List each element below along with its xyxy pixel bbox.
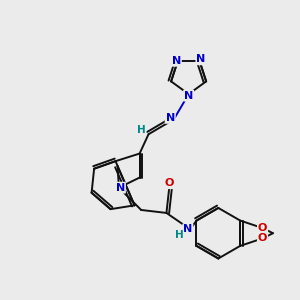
Text: H: H: [175, 230, 183, 240]
Text: N: N: [183, 224, 193, 234]
Text: N: N: [116, 183, 125, 193]
Text: N: N: [166, 113, 175, 123]
Text: N: N: [184, 91, 193, 100]
Text: O: O: [258, 233, 267, 243]
Text: N: N: [172, 56, 181, 66]
Text: O: O: [165, 178, 174, 188]
Text: H: H: [137, 125, 146, 135]
Text: N: N: [196, 54, 206, 64]
Text: O: O: [258, 223, 267, 233]
